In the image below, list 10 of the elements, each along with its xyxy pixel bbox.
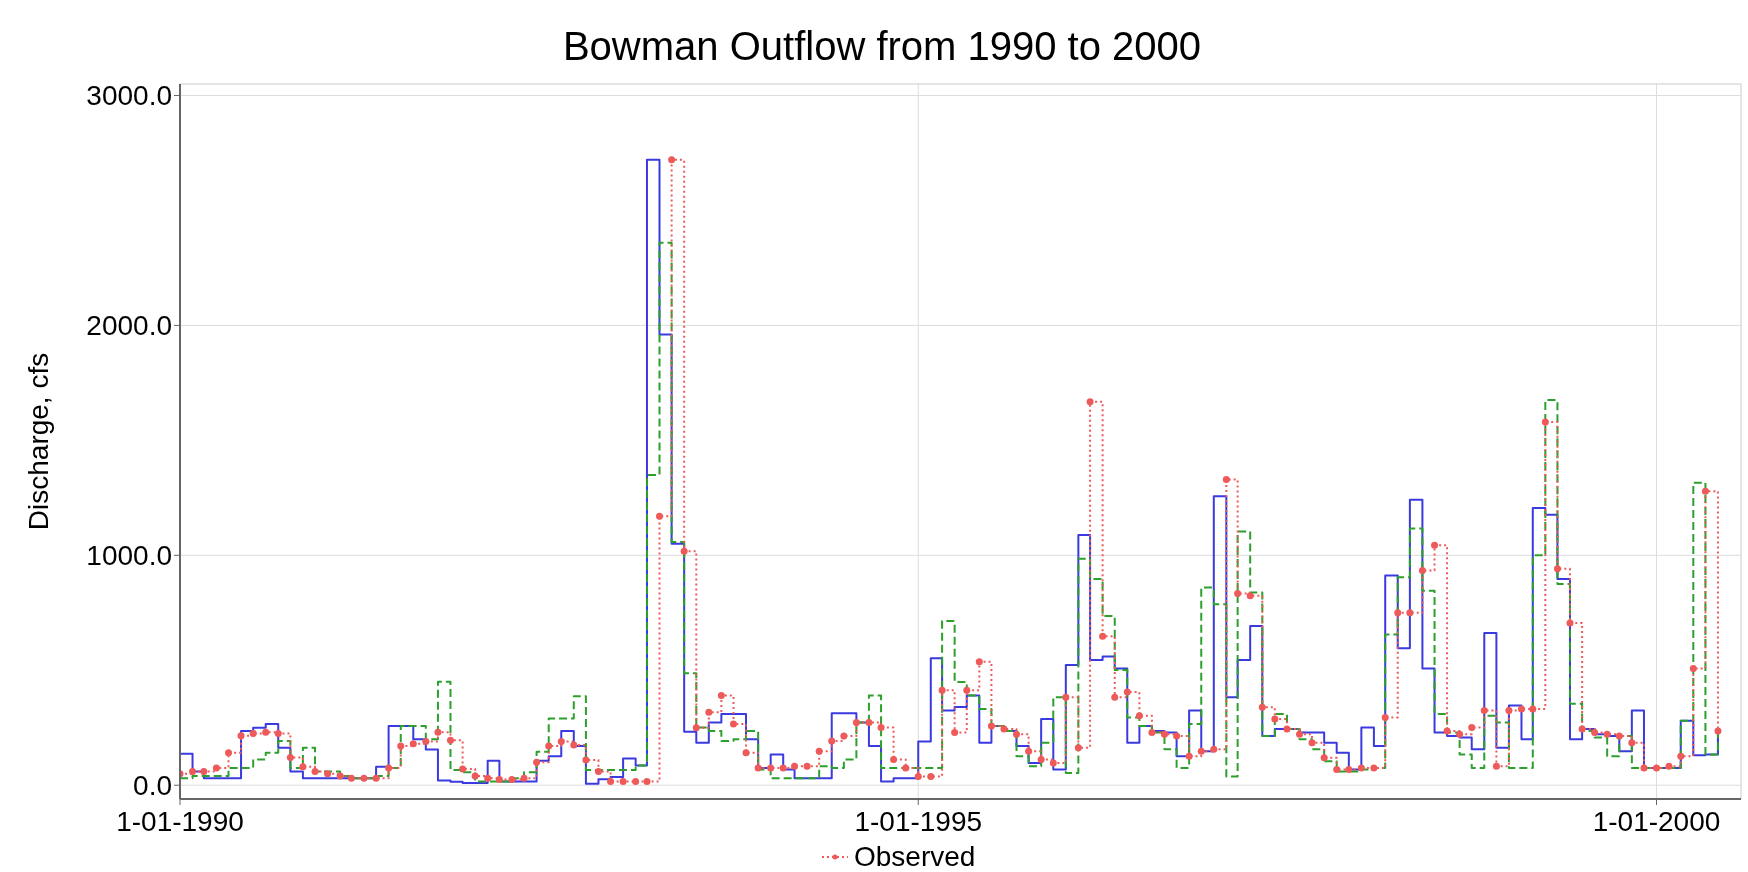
- x-tick-label: 1-01-2000: [1592, 806, 1721, 837]
- y-tick-label: 0.0: [133, 770, 172, 802]
- legend-label: Observed: [854, 841, 976, 872]
- y-axis-title: Discharge, cfs: [23, 352, 54, 531]
- x-tick-label: 1-01-1990: [116, 806, 244, 837]
- y-tick-label: 1000.0: [86, 540, 172, 572]
- chart-title: Bowman Outflow from 1990 to 2000: [562, 24, 1202, 68]
- y-tick-label: 3000.0: [86, 80, 172, 112]
- x-tick-label: 1-01-1995: [854, 806, 983, 837]
- y-tick-label: 2000.0: [86, 310, 172, 342]
